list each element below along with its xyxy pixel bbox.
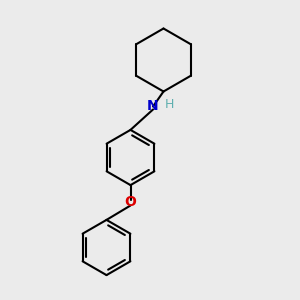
Text: N: N xyxy=(147,100,159,113)
Text: H: H xyxy=(165,98,174,111)
Text: O: O xyxy=(124,196,136,209)
